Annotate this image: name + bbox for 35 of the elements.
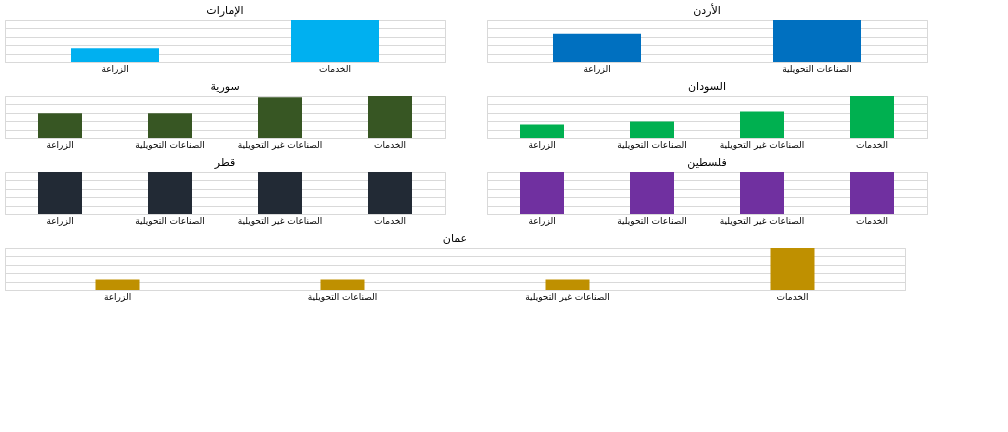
x-tick-label: الصناعات غير التحويلية [525,291,610,302]
bar [740,111,784,138]
x-tick-label: الصناعات التحويلية [782,63,852,74]
x-tick-label: الخدمات [776,291,809,302]
bar [630,121,674,138]
x-tick-label: الصناعات التحويلية [307,291,378,302]
chart-title: الإمارات [206,4,244,17]
x-tick-label: الزراعة [103,291,132,302]
x-tick-label: الصناعات التحويلية [135,215,205,226]
x-tick-label: الصناعات التحويلية [617,139,687,150]
x-tick-label: الزراعة [46,139,74,150]
x-tick-label: الخدمات [856,139,888,150]
x-tick-label: الصناعات غير التحويلية [719,215,805,226]
bar [850,96,894,138]
x-tick-label: الزراعة [101,63,129,74]
x-tick-label: الخدمات [374,139,406,150]
x-tick-label: الصناعات التحويلية [135,139,205,150]
x-tick-label: الخدمات [319,63,351,74]
chart-title: قطر [213,156,236,169]
x-tick-label: الصناعات غير التحويلية [237,139,323,150]
x-tick-label: الزراعة [528,139,556,150]
x-tick-label: الخدمات [856,215,888,226]
x-tick-label: الزراعة [528,215,556,226]
x-tick-label: الصناعات غير التحويلية [237,215,323,226]
x-tick-label: الصناعات التحويلية [617,215,687,226]
chart-title: سورية [210,80,240,93]
x-tick-label: الصناعات غير التحويلية [719,139,805,150]
x-tick-label: الخدمات [374,215,406,226]
x-tick-label: الزراعة [46,215,74,226]
bar [520,124,564,138]
chart-title: الأردن [693,3,721,17]
chart-title: عمان [442,232,468,245]
chart-title: فلسطين [687,156,727,169]
x-tick-label: الزراعة [583,63,611,74]
chart-title: السودان [688,80,726,93]
